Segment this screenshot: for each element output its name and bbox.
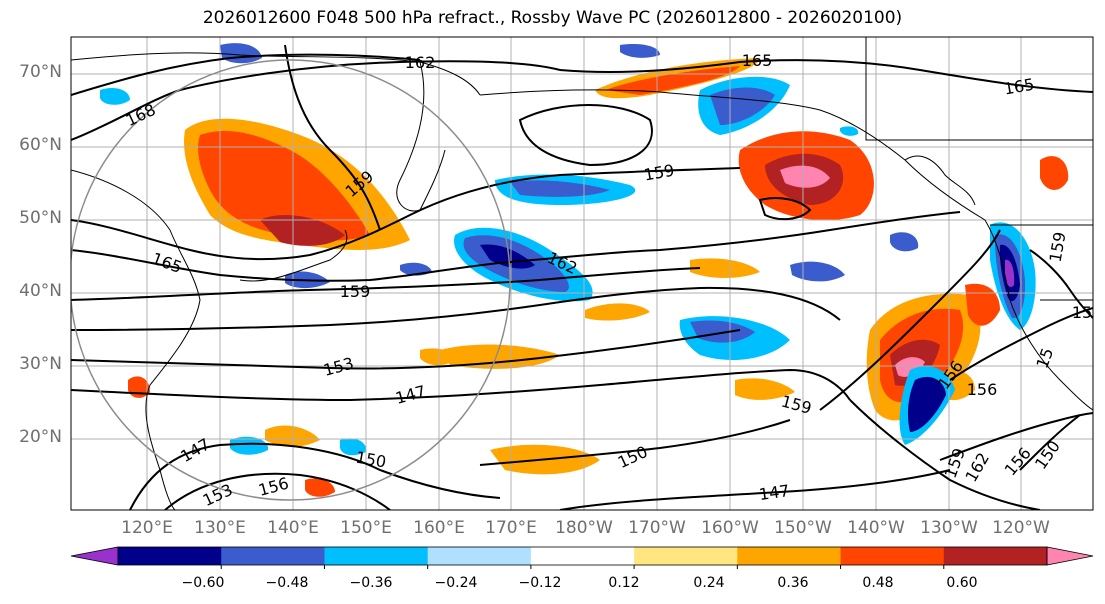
lon-label-150e: 150°E — [340, 518, 392, 538]
lon-label-120e: 120°E — [121, 518, 173, 538]
contour-label: 147 — [393, 382, 427, 408]
lon-label-160w: 160°W — [701, 518, 759, 538]
contour-label: 156 — [256, 474, 290, 500]
colorbar-segment — [427, 547, 532, 565]
colorbar-tick: 0.36 — [777, 575, 809, 591]
lon-label-130w: 130°W — [920, 518, 978, 538]
lon-label-170e: 170°E — [485, 518, 537, 538]
graticule — [71, 37, 1093, 510]
lon-label-120w: 120°W — [992, 518, 1050, 538]
colorbar-extend-min — [70, 546, 119, 566]
contour-label: 165 — [1002, 75, 1035, 99]
lat-label-30n: 30°N — [19, 354, 62, 374]
contour-label: 159 — [779, 392, 813, 418]
colorbar-segment — [737, 547, 842, 565]
contour-label: 153 — [200, 480, 236, 510]
contour-lines — [71, 44, 1093, 510]
colorbar-tick: −0.60 — [181, 575, 225, 591]
contour-label: 156 — [967, 380, 998, 399]
contour-label: 165 — [742, 51, 773, 70]
contour-label: 15 — [1072, 303, 1092, 322]
colorbar-segment — [221, 547, 325, 565]
contour-label: 156 — [1001, 444, 1035, 480]
contour-label: 159 — [340, 282, 371, 301]
contour-label: 15 — [1032, 345, 1057, 371]
lat-label-40n: 40°N — [19, 281, 62, 301]
lon-label-140w: 140°W — [847, 518, 905, 538]
lon-label-160e: 160°E — [413, 518, 465, 538]
lat-label-60n: 60°N — [19, 135, 62, 155]
contour-label: 159 — [642, 161, 675, 185]
colorbar — [70, 546, 1094, 569]
lon-label-170w: 170°W — [628, 518, 686, 538]
contour-label: 153 — [321, 354, 355, 380]
contour-label: 162 — [405, 53, 436, 72]
colorbar-tick: −0.48 — [265, 575, 309, 591]
lat-label-50n: 50°N — [19, 208, 62, 228]
colorbar-extend-max — [1046, 546, 1094, 566]
lon-label-140e: 140°E — [267, 518, 319, 538]
map-title: 2026012600 F048 500 hPa refract., Rossby… — [202, 8, 903, 28]
contour-label: 168 — [123, 100, 159, 130]
lon-label-130e: 130°E — [194, 518, 246, 538]
lat-label-70n: 70°N — [19, 62, 62, 82]
contour-label: 159 — [1046, 230, 1070, 263]
colorbar-tick: −0.36 — [349, 575, 393, 591]
colorbar-segment — [324, 547, 429, 565]
colorbar-tick: −0.12 — [518, 575, 562, 591]
colorbar-segment — [634, 547, 738, 565]
lat-label-20n: 20°N — [19, 427, 62, 447]
lon-label-150w: 150°W — [774, 518, 832, 538]
colorbar-segment — [943, 547, 1048, 565]
colorbar-segment — [530, 547, 635, 565]
contour-label: 147 — [758, 481, 791, 504]
colorbar-tick: 0.60 — [946, 575, 978, 591]
reference-circle — [71, 59, 511, 501]
colorbar-tick: 0.24 — [693, 575, 725, 591]
colorbar-segment — [118, 547, 222, 565]
colorbar-tick: −0.24 — [434, 575, 478, 591]
map-frame — [70, 36, 1094, 511]
colorbar-frame — [117, 546, 1048, 566]
colorbar-tick: 0.12 — [608, 575, 640, 591]
contour-label: 150 — [354, 448, 387, 472]
colorbar-segment — [840, 547, 945, 565]
shading-layer — [100, 43, 1069, 497]
contour-label: 150 — [1031, 437, 1064, 473]
contour-label: 150 — [615, 442, 651, 472]
lon-label-180w: 180°W — [555, 518, 613, 538]
coastlines — [71, 37, 1093, 510]
colorbar-tick: 0.48 — [862, 575, 894, 591]
contour-label: 165 — [149, 249, 184, 277]
